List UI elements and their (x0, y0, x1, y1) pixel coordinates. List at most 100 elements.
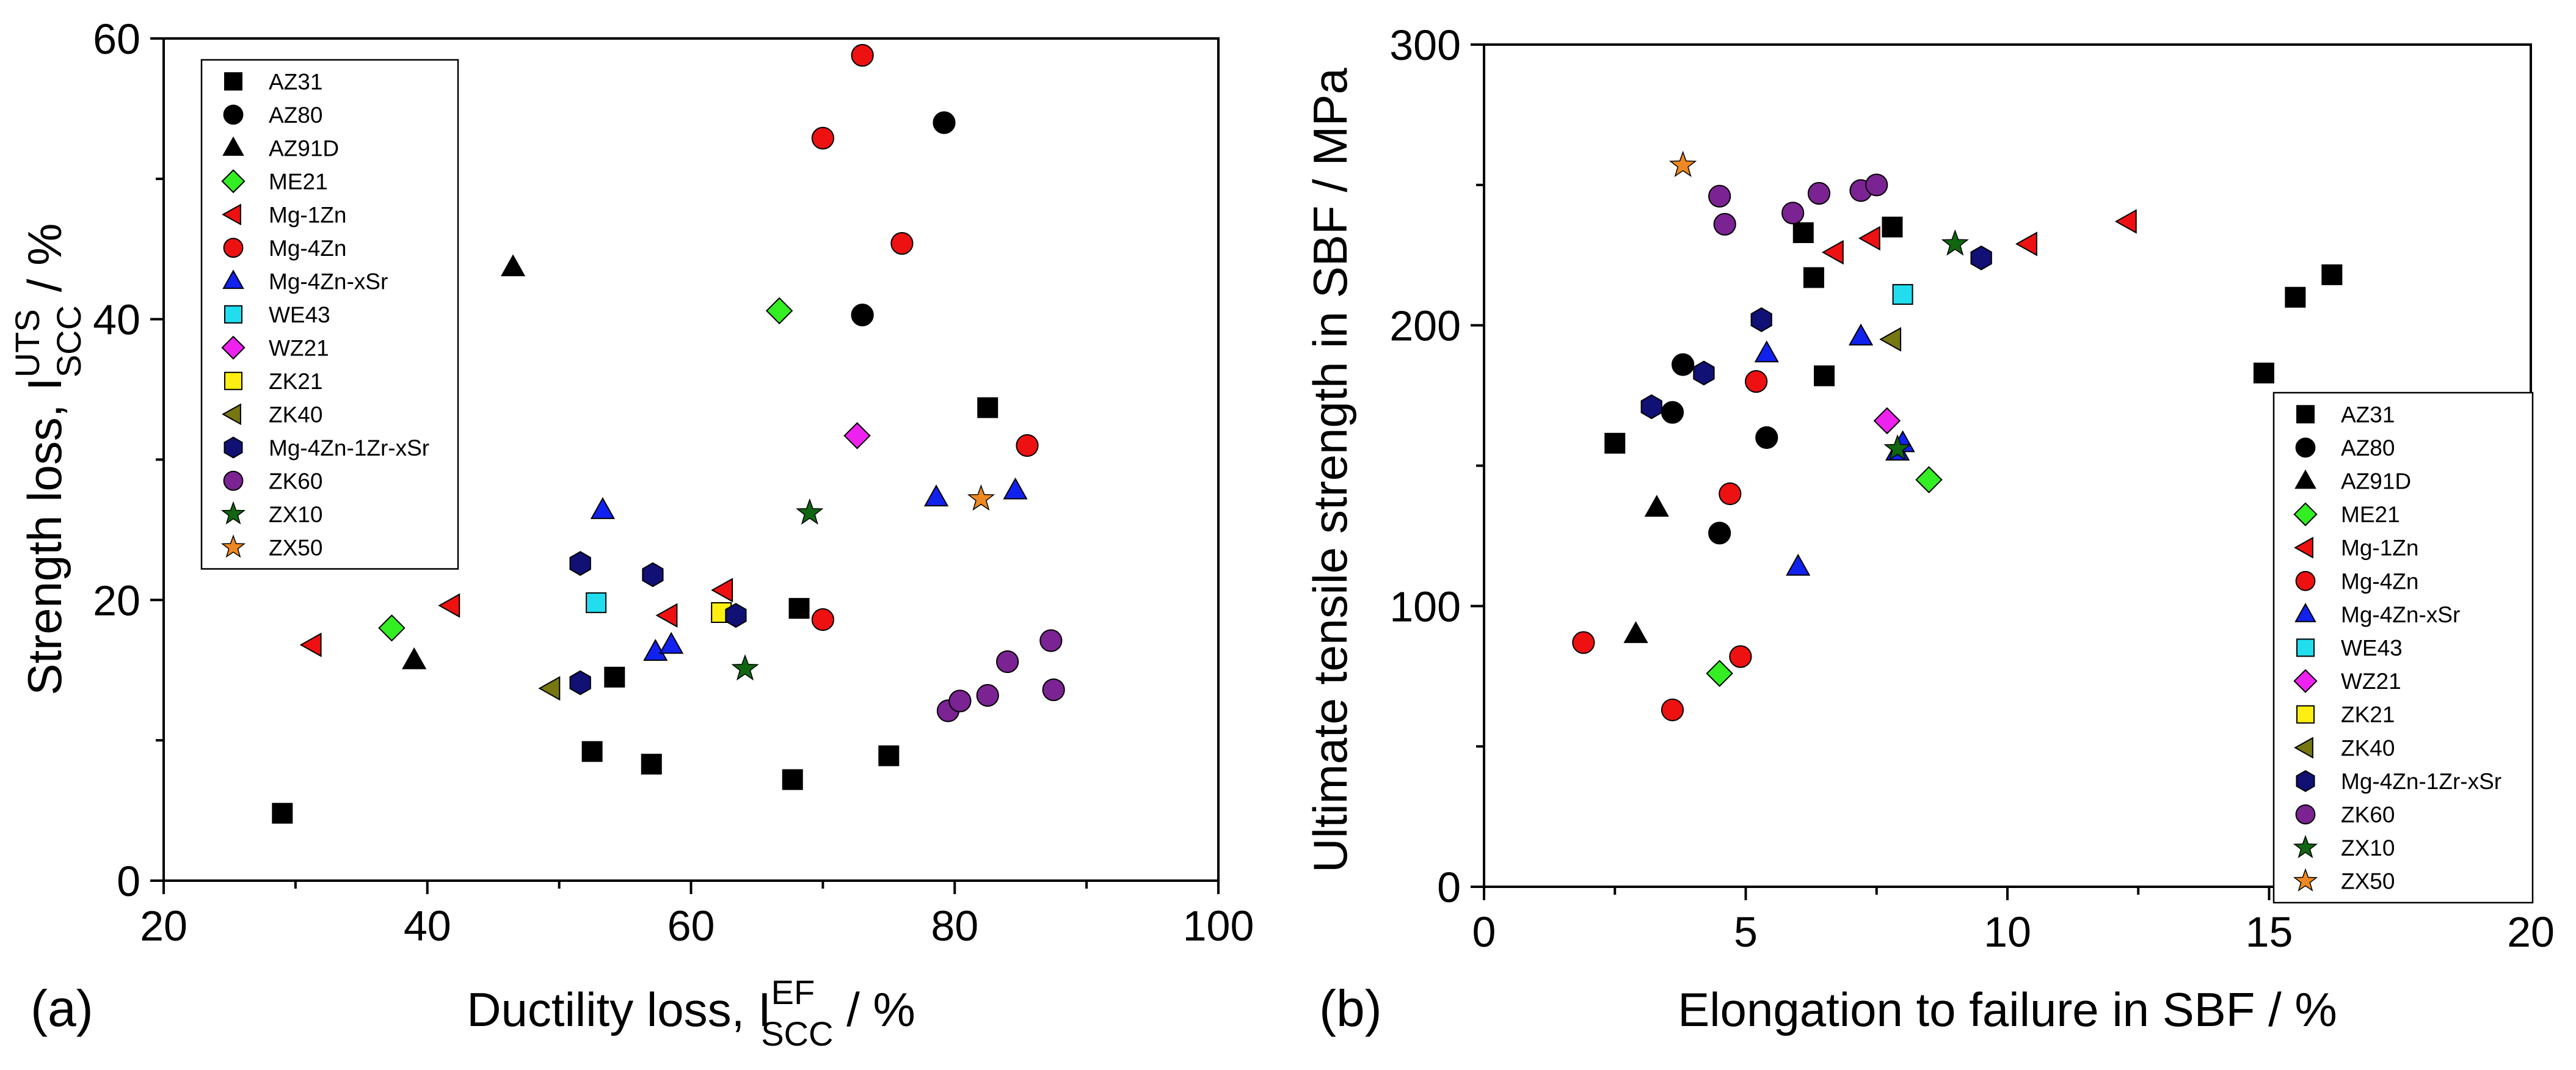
panel-a-x-tick-label: 100 (1183, 902, 1254, 950)
panel-b-y-tick-label: 0 (1437, 864, 1461, 911)
panel-a-legend-marker (223, 470, 244, 491)
panel-b-point-zk60 (1807, 182, 1831, 205)
panel-b-point-az31 (1882, 216, 1903, 238)
panel-a-legend-label: ME21 (269, 169, 328, 194)
panel-b-point-mg-1zn (1858, 226, 1880, 251)
panel-b-legend-label: Mg-1Zn (2341, 536, 2418, 561)
panel-a-point-mg-4zn-1zr-xsr (725, 603, 747, 628)
panel-b-point-zx50 (1668, 150, 1697, 177)
panel-a-legend-label: ZK21 (269, 369, 322, 394)
panel-a-y-tick-label: 60 (93, 15, 140, 63)
panel-b-point-zk60 (1708, 184, 1731, 208)
panel-a-point-zk60 (1039, 629, 1063, 652)
panel-b-point-zk40 (1879, 327, 1902, 352)
panel-b-legend-marker (2293, 502, 2318, 526)
panel-b-y-tick-label: 100 (1389, 583, 1461, 630)
panel-b-point-mg-4zn (1729, 645, 1752, 668)
panel-a-legend-label: Mg-1Zn (269, 202, 346, 227)
panel-b-legend-label: ZK40 (2341, 735, 2395, 760)
panel-a-legend-marker (221, 335, 246, 360)
panel-a-point-mg-4zn-xsr (590, 497, 615, 519)
panel-b-point-az31 (2285, 286, 2306, 308)
panel-b-legend-label: Mg-4Zn-xSr (2341, 602, 2460, 627)
panel-a-point-mg-1zn (655, 603, 678, 628)
panel-b-point-me21 (1915, 466, 1943, 493)
panel-b-legend (2272, 391, 2534, 904)
panel-b-point-mg-4zn-xsr (1786, 553, 1811, 576)
panel-a-x-tick-label: 60 (668, 902, 715, 950)
panel-b-point-az31 (1604, 432, 1626, 454)
panel-a-point-mg-1zn (299, 632, 322, 657)
panel-b-point-mg-4zn-xsr (1848, 323, 1874, 346)
panel-a-point-az31 (272, 802, 293, 824)
panel-b-legend-label: ZX50 (2341, 869, 2395, 894)
panel-a-legend-marker (222, 269, 244, 289)
panel-b-point-az80 (1661, 401, 1684, 424)
panel-a-legend-marker (224, 305, 242, 324)
panel-a-x-axis-title: Ductility loss, IEF SCC / % (467, 973, 915, 1053)
panel-a-point-mg-4zn (811, 126, 834, 150)
panel-a-point-zx50 (967, 484, 995, 511)
panel-a-point-mg-4zn-1zr-xsr (569, 670, 591, 696)
panel-a-point-mg-4zn-1zr-xsr (569, 551, 591, 576)
panel-a-legend (200, 59, 459, 570)
panel-b-point-zk60 (1781, 202, 1805, 225)
panel-a-legend-marker (224, 371, 242, 390)
panel-b-point-mg-1zn (1821, 240, 1844, 265)
panel-b-point-az31 (2321, 264, 2343, 285)
panel-a-point-me21 (378, 614, 406, 642)
panel-b-point-az31 (1814, 365, 1835, 387)
panel-a-legend-marker (224, 436, 243, 459)
panel-b-point-mg-4zn (1745, 370, 1768, 393)
panel-a-legend-label: AZ80 (269, 103, 322, 128)
panel-a-legend-marker (221, 169, 246, 194)
panel-b-y-tick-label: 300 (1389, 21, 1461, 69)
panel-a-legend-marker (224, 72, 242, 91)
panel-b-legend-label: Mg-4Zn-1Zr-xSr (2341, 769, 2501, 794)
panel-a-point-mg-4zn (890, 231, 914, 255)
panel-b-point-az80 (1672, 353, 1695, 376)
panel-b-legend-marker (2294, 469, 2316, 489)
panel-b-x-tick-label: 15 (2246, 908, 2293, 956)
panel-b-legend-label: AZ80 (2341, 435, 2395, 460)
panel-b-y-tick-label: 200 (1389, 302, 1461, 350)
panel-a-legend-label: Mg-4Zn (269, 236, 346, 261)
panel-a-legend-label: ZX50 (269, 535, 322, 560)
panel-a-x-tick-label: 20 (140, 902, 187, 950)
panel-a-point-mg-4zn (1016, 434, 1039, 457)
panel-b-panel-label: (b) (1319, 980, 1382, 1037)
panel-b-point-az31 (2253, 362, 2274, 384)
panel-b-point-mg-1zn (2015, 231, 2037, 257)
panel-a-legend-marker (223, 104, 244, 125)
panel-b-legend-label: WE43 (2341, 636, 2403, 661)
panel-b-legend-marker (2296, 770, 2315, 792)
panel-b-point-zx10 (1883, 434, 1912, 461)
panel-b-legend-label: ZX10 (2341, 835, 2395, 861)
panel-b-legend-label: WZ21 (2341, 669, 2401, 694)
panel-b-point-mg-1zn (2114, 209, 2137, 234)
panel-b-point-mg-4zn-1zr-xsr (1970, 245, 1992, 271)
panel-b-point-mg-4zn-1zr-xsr (1693, 360, 1715, 386)
panel-a-x-tick-label: 40 (404, 902, 451, 950)
panel-a-point-zx10 (731, 654, 759, 681)
panel-b-legend-marker (2294, 737, 2313, 759)
panel-a-legend-marker (220, 534, 246, 558)
panel-a-point-az80 (933, 111, 956, 134)
panel-a-legend-marker (222, 136, 244, 156)
panel-a-legend-marker (223, 238, 244, 258)
panel-a-point-mg-4zn (811, 608, 834, 631)
panel-b-x-axis-title: Elongation to failure in SBF / % (1678, 983, 2337, 1036)
panel-b-legend-marker (2295, 804, 2316, 824)
panel-b-legend-marker (2293, 669, 2318, 693)
panel-b-point-az91d (1623, 621, 1648, 643)
panel-a-point-mg-4zn-xsr (923, 484, 949, 507)
panel-b-y-axis-title: Ultimate tensile strength in SBF / MPa (1303, 67, 1357, 872)
panel-a-point-mg-4zn (851, 43, 874, 67)
panel-b-point-mg-4zn-xsr (1754, 340, 1779, 363)
panel-b-point-az31 (1803, 267, 1824, 288)
panel-a-point-mg-1zn (711, 578, 733, 603)
panel-b-point-mg-4zn-1zr-xsr (1750, 307, 1772, 332)
panel-a-point-az31 (977, 397, 999, 418)
panel-b-point-zk60 (1713, 213, 1736, 236)
